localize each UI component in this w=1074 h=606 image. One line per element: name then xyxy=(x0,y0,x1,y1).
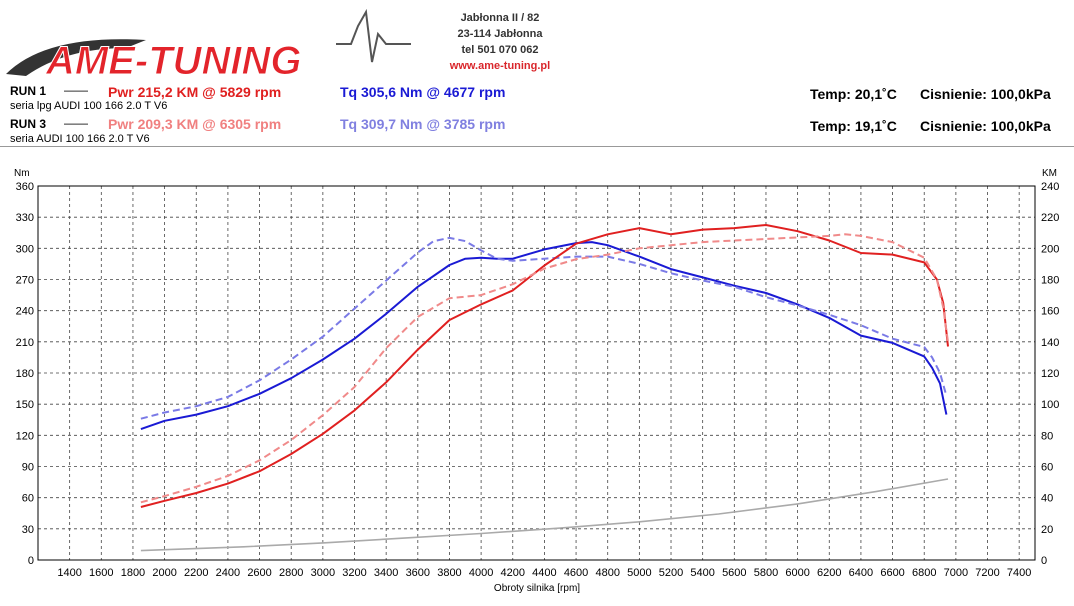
x-tick: 5800 xyxy=(754,567,778,579)
x-tick: 7000 xyxy=(944,567,968,579)
y-tick-right: 200 xyxy=(1041,243,1059,255)
run-3-pressure: Cisnienie: 100,0kPa xyxy=(920,118,1051,134)
x-tick: 3600 xyxy=(406,567,430,579)
series-run-3-pwr xyxy=(140,233,949,504)
y-tick-left: 330 xyxy=(16,212,34,224)
x-tick: 6000 xyxy=(785,567,809,579)
x-tick: 6800 xyxy=(912,567,936,579)
x-tick: 1400 xyxy=(57,567,81,579)
phone: tel 501 070 062 xyxy=(461,44,539,56)
header-separator xyxy=(0,146,1074,147)
series-run-1-pwr xyxy=(140,224,949,508)
run-1-tq: Tq 305,6 Nm @ 4677 rpm xyxy=(340,84,506,100)
y-tick-right: 100 xyxy=(1041,399,1059,411)
x-tick: 5600 xyxy=(722,567,746,579)
run-1-temp: Temp: 20,1˚C xyxy=(810,86,897,102)
x-tick: 5200 xyxy=(659,567,683,579)
run-3-tq: Tq 309,7 Nm @ 3785 rpm xyxy=(340,116,506,132)
x-tick: 6400 xyxy=(849,567,873,579)
x-tick: 3400 xyxy=(374,567,398,579)
y-tick-right: 240 xyxy=(1041,181,1059,193)
x-tick: 2600 xyxy=(247,567,271,579)
logo-text: AME-TUNING xyxy=(45,39,302,83)
x-tick: 6600 xyxy=(880,567,904,579)
y-tick-right: 0 xyxy=(1041,555,1047,567)
address-line-2: 23-114 Jabłonna xyxy=(457,28,543,40)
y-tick-right: 20 xyxy=(1041,524,1053,536)
series-run-1-tq xyxy=(140,241,948,431)
run-1-desc: seria lpg AUDI 100 166 2.0 T V6 xyxy=(10,100,168,112)
x-tick: 6200 xyxy=(817,567,841,579)
series-loss xyxy=(140,478,949,552)
x-tick: 4800 xyxy=(595,567,619,579)
y-tick-left: 240 xyxy=(16,306,34,318)
run-3-line-sample: —— xyxy=(64,116,88,130)
y-tick-right: 160 xyxy=(1041,306,1059,318)
x-tick: 3000 xyxy=(311,567,335,579)
y-tick-right: 60 xyxy=(1041,462,1053,474)
logo-swoosh xyxy=(6,39,146,76)
run-3-label: RUN 3 xyxy=(10,117,47,131)
run-1-label: RUN 1 xyxy=(10,84,47,98)
y-tick-left: 180 xyxy=(16,368,34,380)
website-link[interactable]: www.ame-tuning.pl xyxy=(449,60,551,72)
dyno-chart: 0306090120150180210240270300330360020406… xyxy=(0,150,1074,606)
y-tick-left: 120 xyxy=(16,430,34,442)
y-tick-left: 30 xyxy=(22,524,34,536)
y-tick-left: 210 xyxy=(16,337,34,349)
x-tick: 2800 xyxy=(279,567,303,579)
chart-axes: 0306090120150180210240270300330360020406… xyxy=(16,181,1060,579)
logo-pulse xyxy=(336,8,411,63)
y-tick-right: 120 xyxy=(1041,368,1059,380)
x-tick: 1600 xyxy=(89,567,113,579)
chart-series xyxy=(140,224,949,552)
x-tick: 3200 xyxy=(342,567,366,579)
y-tick-left: 0 xyxy=(28,555,34,567)
y-tick-left: 270 xyxy=(16,275,34,287)
run-legend: RUN 1 —— seria lpg AUDI 100 166 2.0 T V6… xyxy=(0,0,1074,150)
plot-frame xyxy=(37,185,1036,561)
run-3-desc: seria AUDI 100 166 2.0 T V6 xyxy=(10,133,150,145)
y-tick-left: 60 xyxy=(22,493,34,505)
x-tick: 5000 xyxy=(627,567,651,579)
chart-background xyxy=(0,150,1074,606)
x-tick: 2400 xyxy=(216,567,240,579)
contact-block: Jabłonna II / 82 23-114 Jabłonna tel 501… xyxy=(430,10,570,74)
y-axis-right-label: KM xyxy=(1042,168,1057,179)
y-tick-left: 150 xyxy=(16,399,34,411)
y-tick-left: 90 xyxy=(22,462,34,474)
run-1-line-sample: —— xyxy=(64,83,88,97)
y-tick-left: 360 xyxy=(16,181,34,193)
x-tick: 2000 xyxy=(152,567,176,579)
x-tick: 1800 xyxy=(121,567,145,579)
y-tick-left: 300 xyxy=(16,243,34,255)
y-tick-right: 40 xyxy=(1041,493,1053,505)
run-1-pressure: Cisnienie: 100,0kPa xyxy=(920,86,1051,102)
y-tick-right: 140 xyxy=(1041,337,1059,349)
x-axis-label: Obroty silnika [rpm] xyxy=(494,583,580,594)
address-line-1: Jabłonna II / 82 xyxy=(460,12,540,24)
x-tick: 4200 xyxy=(501,567,525,579)
x-tick: 4600 xyxy=(564,567,588,579)
y-tick-right: 80 xyxy=(1041,430,1053,442)
ame-tuning-logo: AME-TUNING xyxy=(6,4,411,84)
series-run-3-tq xyxy=(140,236,948,420)
x-tick: 7200 xyxy=(975,567,999,579)
run-1-pwr: Pwr 215,2 KM @ 5829 rpm xyxy=(108,84,282,100)
x-tick: 3800 xyxy=(437,567,461,579)
x-tick: 7400 xyxy=(1007,567,1031,579)
x-tick: 2200 xyxy=(184,567,208,579)
y-axis-left-label: Nm xyxy=(14,168,30,179)
x-tick: 4000 xyxy=(469,567,493,579)
x-tick: 5400 xyxy=(690,567,714,579)
y-tick-right: 220 xyxy=(1041,212,1059,224)
run-3-pwr: Pwr 209,3 KM @ 6305 rpm xyxy=(108,116,282,132)
run-3-temp: Temp: 19,1˚C xyxy=(810,118,897,134)
x-tick: 4400 xyxy=(532,567,556,579)
y-tick-right: 180 xyxy=(1041,275,1059,287)
